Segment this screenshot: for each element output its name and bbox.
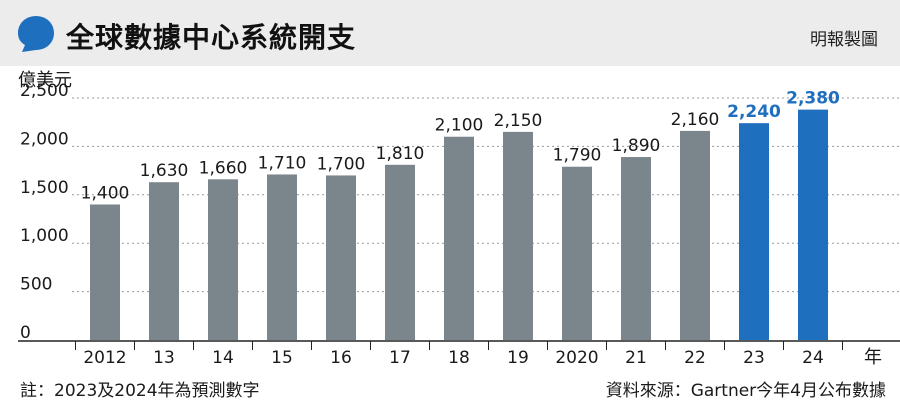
data-label: 1,630	[140, 161, 189, 181]
chart-title: 全球數據中心系統開支	[66, 21, 357, 54]
data-label: 1,400	[81, 183, 130, 203]
data-label: 1,810	[376, 144, 425, 164]
bar	[149, 182, 179, 340]
x-tick-label: 24	[802, 348, 824, 368]
footnote: 註：2023及2024年為預測數字	[20, 381, 260, 401]
y-tick-label: 2,500	[20, 81, 69, 101]
x-tick-label: 23	[743, 348, 765, 368]
y-tick-label: 0	[20, 323, 31, 343]
speech-bubble-icon	[18, 16, 54, 52]
bar	[739, 123, 769, 340]
data-label: 1,890	[612, 136, 661, 156]
bar	[562, 166, 592, 340]
x-tick-label: 2012	[83, 348, 126, 368]
bar	[444, 136, 474, 340]
x-tick-label: 13	[153, 348, 175, 368]
bar	[90, 204, 120, 340]
data-label: 1,710	[258, 153, 307, 173]
x-tick-label: 2020	[555, 348, 598, 368]
bar	[680, 130, 710, 340]
x-tick-label: 22	[684, 348, 706, 368]
source-note: 資料來源：Gartner今年4月公布數據	[605, 381, 886, 401]
data-label: 2,240	[727, 102, 781, 122]
data-label: 2,380	[786, 89, 840, 109]
x-tick-label: 21	[625, 348, 647, 368]
y-tick-label: 500	[20, 275, 52, 295]
data-label: 2,100	[435, 116, 484, 136]
y-tick-label: 1,500	[20, 178, 69, 198]
credit-text: 明報製圖	[810, 30, 878, 50]
data-label: 1,660	[199, 158, 248, 178]
x-tick-label: 15	[271, 348, 293, 368]
x-axis-label: 年	[864, 347, 882, 368]
bar	[798, 109, 828, 340]
x-tick-label: 19	[507, 348, 529, 368]
x-tick-label: 16	[330, 348, 352, 368]
data-label: 1,700	[317, 154, 366, 174]
x-tick-label: 18	[448, 348, 470, 368]
y-tick-label: 1,000	[20, 226, 69, 246]
bar	[385, 164, 415, 340]
y-axis-unit-label: 億美元	[18, 70, 72, 91]
data-label: 1,790	[553, 146, 602, 166]
bar	[326, 175, 356, 340]
x-tick-label: 14	[212, 348, 234, 368]
bar	[621, 157, 651, 340]
bar	[208, 179, 238, 340]
x-tick-label: 17	[389, 348, 411, 368]
header-band: 全球數據中心系統開支 明報製圖	[0, 0, 900, 66]
bar	[503, 131, 533, 340]
y-tick-label: 2,000	[20, 129, 69, 149]
data-label: 2,160	[671, 110, 720, 130]
bar	[267, 174, 297, 340]
data-label: 2,150	[494, 111, 543, 131]
